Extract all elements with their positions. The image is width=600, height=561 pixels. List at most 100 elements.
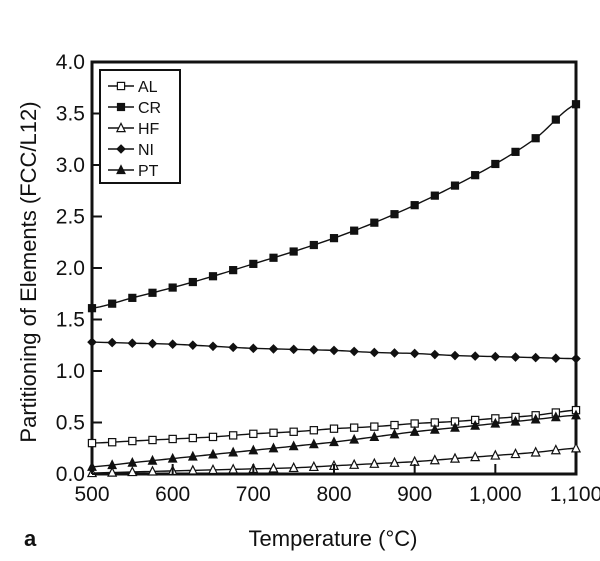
data-point-al: [349, 423, 359, 432]
data-point-ni: [228, 342, 238, 353]
data-point-hf: [349, 458, 360, 469]
data-point-al: [87, 438, 97, 448]
data-point-pt: [248, 444, 259, 455]
data-point-cr: [208, 272, 218, 281]
data-point-al: [168, 434, 177, 444]
data-point-hf: [127, 465, 138, 477]
x-tick-label: 1,100: [550, 483, 600, 506]
data-point-ni: [147, 338, 158, 349]
data-point-pt: [167, 452, 178, 463]
data-point-ni: [288, 344, 299, 355]
data-point-al: [148, 435, 157, 445]
y-tick-label: 2.0: [56, 257, 85, 280]
data-point-hf: [510, 448, 521, 459]
x-tick-label: 1,000: [469, 483, 522, 506]
data-point-al: [188, 433, 198, 443]
data-point-ni: [409, 348, 420, 359]
legend-label-cr: CR: [138, 100, 161, 117]
data-point-ni: [208, 341, 218, 352]
data-point-ni: [430, 349, 440, 360]
legend-marker-hf: [115, 122, 127, 133]
data-point-pt: [450, 421, 460, 432]
data-point-ni: [490, 351, 501, 362]
legend-box: [99, 69, 181, 184]
data-point-ni: [530, 352, 541, 363]
data-point-pt: [349, 433, 360, 444]
data-point-ni: [510, 352, 521, 362]
data-point-al: [128, 436, 137, 446]
data-point-hf: [107, 466, 118, 477]
data-point-al: [269, 428, 278, 438]
data-point-al: [107, 437, 117, 447]
data-point-cr: [329, 234, 339, 243]
data-point-pt: [510, 415, 521, 426]
data-point-pt: [389, 428, 400, 439]
data-point-hf: [268, 462, 279, 473]
data-point-hf: [530, 446, 541, 457]
data-point-cr: [511, 147, 520, 156]
data-point-cr: [410, 201, 419, 210]
series-pt: [87, 409, 581, 471]
data-point-pt: [288, 440, 299, 451]
legend: AL CR HF NI PT: [99, 69, 181, 184]
data-point-hf: [429, 454, 440, 465]
data-point-al: [410, 419, 419, 428]
data-point-cr: [309, 240, 318, 250]
legend-label-al: AL: [138, 79, 158, 96]
legend-marker-ni: [116, 144, 126, 154]
data-point-cr: [168, 283, 177, 292]
y-axis-title: Partitioning of Elements (FCC/L12): [16, 101, 41, 442]
data-point-ni: [551, 353, 561, 363]
data-point-ni: [571, 353, 581, 364]
data-point-pt: [329, 436, 339, 447]
data-point-cr: [350, 226, 359, 235]
data-point-pt: [369, 431, 380, 442]
data-point-pt: [308, 438, 319, 449]
data-point-pt: [208, 448, 218, 459]
y-tick-label: 0.0: [56, 463, 85, 486]
data-point-cr: [269, 253, 278, 262]
data-point-pt: [127, 456, 138, 467]
x-tick-label: 700: [236, 483, 271, 506]
data-point-hf: [228, 463, 239, 474]
legend-label-pt: PT: [138, 163, 159, 180]
legend-label-hf: HF: [138, 121, 160, 138]
data-point-hf: [449, 452, 461, 463]
data-point-hf: [187, 464, 198, 475]
data-point-ni: [268, 344, 279, 354]
data-point-ni: [127, 338, 138, 348]
data-point-cr: [370, 218, 379, 227]
tick-layer: 500 600 700 800 900 1,000 1,100 0.0 0.5 1.0 1.5 2.0…: [56, 51, 600, 506]
data-point-cr: [390, 210, 399, 219]
data-point-pt: [470, 419, 481, 430]
data-point-pt: [107, 459, 118, 470]
data-point-cr: [128, 293, 137, 302]
legend-label-ni: NI: [138, 142, 154, 159]
data-point-ni: [450, 350, 460, 361]
data-point-hf: [308, 460, 319, 472]
data-point-al: [370, 422, 379, 431]
y-tick-label: 0.5: [56, 412, 85, 435]
data-point-cr: [289, 247, 298, 256]
data-point-hf: [570, 442, 582, 453]
data-point-pt: [268, 442, 279, 453]
data-point-pt: [228, 446, 239, 457]
data-point-cr: [430, 191, 439, 200]
x-axis-title: Temperature (°C): [249, 526, 418, 551]
legend-marker-al: [116, 81, 126, 91]
data-point-pt: [409, 426, 420, 436]
y-tick-label: 1.5: [56, 309, 85, 332]
data-point-ni: [87, 337, 97, 347]
data-point-cr: [551, 115, 560, 124]
data-point-hf: [550, 444, 561, 455]
data-point-pt: [187, 450, 198, 461]
data-point-ni: [369, 347, 380, 358]
y-tick-label: 1.0: [56, 360, 85, 383]
data-point-pt: [550, 411, 561, 422]
data-point-al: [249, 429, 258, 439]
data-point-al: [228, 431, 238, 440]
data-point-cr: [471, 171, 480, 180]
data-point-hf: [147, 465, 158, 476]
y-tick-label: 4.0: [56, 51, 85, 74]
data-point-ni: [248, 343, 259, 354]
